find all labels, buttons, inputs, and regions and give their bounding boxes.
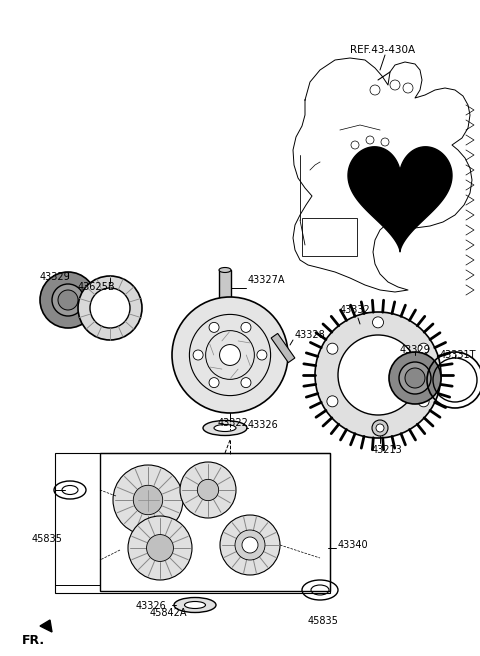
Circle shape (242, 537, 258, 553)
Polygon shape (348, 147, 452, 252)
Text: 43326: 43326 (136, 601, 167, 611)
Circle shape (315, 312, 441, 438)
Circle shape (78, 276, 142, 340)
Circle shape (327, 343, 338, 354)
Bar (302, 218, 357, 256)
Circle shape (399, 362, 431, 394)
Circle shape (172, 297, 288, 413)
Circle shape (327, 396, 338, 407)
Circle shape (40, 272, 96, 328)
Text: 43340: 43340 (338, 540, 369, 550)
Text: 43329: 43329 (40, 272, 71, 282)
Text: 43332: 43332 (340, 305, 371, 315)
Circle shape (128, 516, 192, 580)
Circle shape (376, 424, 384, 432)
Circle shape (241, 322, 251, 333)
Text: 45842A: 45842A (149, 608, 187, 618)
Circle shape (58, 290, 78, 310)
Circle shape (405, 368, 425, 388)
Ellipse shape (184, 602, 205, 609)
Circle shape (197, 480, 218, 501)
Circle shape (241, 378, 251, 388)
Circle shape (180, 462, 236, 518)
Circle shape (220, 515, 280, 575)
Text: 43326: 43326 (248, 420, 279, 430)
Ellipse shape (203, 420, 247, 436)
Text: 43327A: 43327A (248, 275, 286, 285)
Bar (55, 453, 330, 593)
Circle shape (209, 322, 219, 333)
Circle shape (193, 350, 203, 360)
Circle shape (372, 317, 384, 328)
Circle shape (113, 465, 183, 535)
Text: 43625B: 43625B (78, 282, 116, 292)
Text: REF.43-430A: REF.43-430A (350, 45, 415, 55)
Ellipse shape (219, 268, 231, 272)
Bar (271, 333, 295, 363)
Text: FR.: FR. (22, 634, 45, 647)
Bar (100, 453, 330, 591)
Circle shape (90, 288, 130, 328)
Circle shape (372, 422, 384, 433)
Circle shape (219, 344, 240, 365)
Text: 43329: 43329 (400, 345, 431, 355)
Ellipse shape (219, 318, 231, 323)
Text: 45835: 45835 (308, 616, 339, 626)
Polygon shape (40, 620, 52, 632)
Circle shape (52, 284, 84, 316)
Circle shape (133, 485, 163, 515)
Circle shape (418, 343, 429, 354)
Text: 43322: 43322 (218, 418, 249, 428)
Circle shape (209, 378, 219, 388)
Circle shape (257, 350, 267, 360)
Ellipse shape (214, 424, 236, 432)
Circle shape (338, 335, 418, 415)
Text: 43331T: 43331T (440, 350, 477, 360)
Bar (219, 270, 231, 320)
Text: 43213: 43213 (372, 445, 403, 455)
Circle shape (372, 420, 388, 436)
Circle shape (389, 352, 441, 404)
Text: 43328: 43328 (295, 330, 326, 340)
Circle shape (146, 535, 173, 562)
Circle shape (235, 530, 265, 560)
Ellipse shape (174, 598, 216, 613)
Text: 45835: 45835 (32, 534, 63, 544)
Circle shape (418, 396, 429, 407)
